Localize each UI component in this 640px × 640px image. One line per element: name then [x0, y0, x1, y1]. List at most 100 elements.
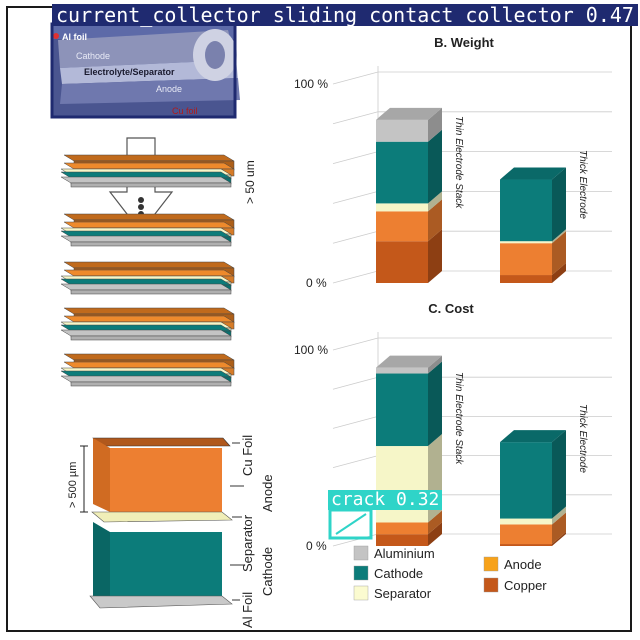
detection-box-crack	[328, 508, 373, 540]
thin-stack-2-aluminium-top	[60, 235, 232, 243]
legend-label-separator: Separator	[374, 586, 432, 601]
thin-stack-5	[60, 353, 235, 387]
chart-weight-thin-electrode-stack-cathode-segment	[376, 141, 428, 204]
legend-swatch-anode	[483, 556, 499, 572]
chart-weight-tick-100: 100 %	[294, 77, 328, 91]
thin-stack-1-aluminium-top	[60, 176, 232, 184]
chart-cost-thin-electrode-stack-aluminium-segment	[376, 367, 428, 374]
chart-weight-thick-electrode-anode-side	[552, 231, 566, 276]
photo-electrolyte-region	[60, 60, 238, 84]
chart-cost-thin-electrode-stack-copper-side	[428, 522, 442, 546]
thin-stack-4	[60, 307, 235, 341]
chart-cost-grid-diagonal-2	[332, 455, 379, 468]
chart-legend: Aluminium Cathode Separator Anode Copper	[353, 545, 547, 601]
chart-weight-thin-electrode-stack-separator-segment	[376, 203, 428, 212]
legend-swatch-copper	[483, 577, 499, 593]
thin-stack-2-aluminium-front	[70, 241, 232, 247]
chart-cost-thick-electrode-copper-segment	[500, 544, 552, 546]
chart-cost-thin-electrode-stack-aluminium-side	[428, 355, 442, 374]
chart-weight-thin-electrode-stack-anode-segment	[376, 211, 428, 242]
chart-cost-thin-electrode-stack-copper-segment	[376, 534, 428, 546]
chart-weight-grid-diagonal-2	[332, 191, 379, 204]
chart-weight-thick-electrode-copper-segment	[500, 275, 552, 283]
thin-stack-2-anode-top	[63, 221, 235, 229]
chart-cost-grid-diagonal-3	[332, 416, 379, 429]
chart-weight-title: B. Weight	[434, 35, 494, 50]
chart-cost-thick-electrode-anode-side	[552, 512, 566, 545]
chart-cost-bar-1-top	[500, 430, 566, 443]
thin-stack-4-anode-top	[63, 315, 235, 323]
chart-weight-thick-electrode-separator-segment	[500, 241, 552, 244]
thin-stack-2-copper-top	[63, 213, 235, 221]
detection-label-current-collector: current_collector_sliding_contact_collec…	[52, 4, 638, 26]
chart-cost-tick-100: 100 %	[294, 343, 328, 357]
layer-label-anode: Anode	[260, 474, 275, 512]
layer-label-cathode: Cathode	[260, 547, 275, 596]
thin-stack-2	[60, 213, 235, 247]
thin-stack-3-aluminium-front	[70, 289, 232, 295]
thin-stack-3-anode-top	[63, 269, 235, 277]
chart-cost-thick-electrode-separator-side	[552, 506, 566, 525]
thin-stack-3-aluminium-top	[60, 283, 232, 291]
weight-chart: B. Weight 0 % 100 % Thin Electrode Stack Thi…	[294, 35, 612, 290]
chart-cost-thick-electrode-copper-side	[552, 532, 566, 546]
chart-cost-thick-electrode-cathode-side	[552, 430, 566, 519]
chart-cost-thin-electrode-stack-cathode-segment	[376, 373, 428, 447]
thin-stack-3-copper-top	[63, 261, 235, 269]
chart-weight-thick-electrode-cathode-side	[552, 167, 566, 242]
chart-weight-thin-electrode-stack-cathode-side	[428, 129, 442, 204]
chart-weight-thick-electrode-cathode-segment	[500, 179, 552, 242]
chart-cost-thin-electrode-stack-cathode-side	[428, 361, 442, 447]
photo-label-al-foil: Al foil	[62, 32, 87, 42]
thick-anode-side	[93, 438, 110, 512]
legend-swatch-aluminium	[353, 545, 369, 561]
chart-cost-thick-electrode-separator-segment	[500, 518, 552, 525]
chart-cost-thin-electrode-stack-anode-side	[428, 510, 442, 535]
photo-anode-region	[60, 78, 240, 104]
chart-weight-thick-electrode-separator-side	[552, 229, 566, 244]
chart-weight-category-label-0: Thin Electrode Stack	[453, 116, 464, 209]
legend-swatch-cathode	[353, 565, 369, 581]
battery-photo: Al foil Cathode Electrolyte/Separator An…	[53, 25, 240, 118]
chart-cost-thin-electrode-stack-separator-segment	[376, 446, 428, 523]
thick-cathode-front	[110, 532, 222, 604]
chart-weight-grid-diagonal-4	[332, 111, 379, 125]
photo-label-cathode: Cathode	[76, 51, 110, 61]
thick-separator	[91, 511, 233, 523]
chart-cost-category-label-1: Thick Electrode	[577, 404, 588, 473]
legend-swatch-separator	[353, 585, 369, 601]
chart-weight-bar-1-top	[500, 167, 566, 180]
thin-stack-1	[60, 154, 235, 188]
chart-weight-grid-diagonal-1	[332, 230, 379, 244]
legend-label-cathode: Cathode	[374, 566, 423, 581]
thin-stack-5-aluminium-front	[70, 381, 232, 387]
chart-cost-thick-electrode-cathode-segment	[500, 442, 552, 519]
chart-weight-thin-electrode-stack-copper-side	[428, 229, 442, 283]
thin-stack-4-aluminium-front	[70, 335, 232, 341]
thin-stack-5-anode-top	[63, 361, 235, 369]
chart-weight-thin-electrode-stack-anode-side	[428, 199, 442, 242]
chart-weight-bar-0-top	[376, 107, 442, 120]
photo-label-cu-foil: Cu foil	[172, 106, 198, 116]
chart-weight-grid-diagonal-5	[332, 71, 379, 85]
cost-chart: C. Cost 0 % 100 % Thin Electrode Stack Thick…	[294, 301, 612, 553]
photo-label-electrolyte: Electrolyte/Separator	[84, 67, 175, 77]
thick-anode-front	[110, 448, 222, 512]
thin-stack-5-copper-top	[63, 353, 235, 361]
chart-cost-category-label-0: Thin Electrode Stack	[453, 372, 464, 465]
chart-weight-thick-electrode-anode-segment	[500, 243, 552, 276]
chart-cost-title: C. Cost	[428, 301, 474, 316]
thick-electrode-stack	[80, 437, 244, 609]
legend-label-copper: Copper	[504, 578, 547, 593]
thin-layer-stacks	[60, 154, 235, 387]
chart-cost-thin-electrode-stack-anode-segment	[376, 522, 428, 535]
photo-label-anode: Anode	[156, 84, 182, 94]
chart-weight-thin-electrode-stack-aluminium-segment	[376, 119, 428, 142]
chart-weight-tick-0: 0 %	[306, 276, 327, 290]
arrow-dot-1	[138, 197, 144, 203]
chart-cost-thick-electrode-anode-segment	[500, 524, 552, 545]
photo-marker-dot	[53, 33, 59, 39]
thin-stack-3	[60, 261, 235, 295]
